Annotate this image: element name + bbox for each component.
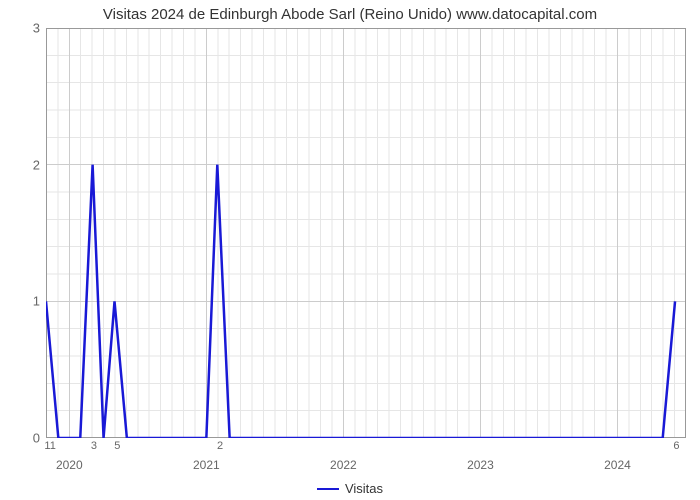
x-minor-label: 3 [91,440,97,452]
x-minor-label: 5 [114,440,120,452]
plot-area [46,28,686,438]
x-minor-label: 2 [217,440,223,452]
legend-label: Visitas [345,481,383,496]
x-year-label: 2024 [604,458,631,472]
x-year-label: 2020 [56,458,83,472]
x-minor-label: 11 [44,440,55,452]
x-year-label: 2023 [467,458,494,472]
legend-swatch [317,488,339,490]
y-tick-label: 3 [10,21,40,36]
chart-container: Visitas 2024 de Edinburgh Abode Sarl (Re… [0,0,700,500]
chart-svg [46,28,686,438]
y-tick-label: 1 [10,294,40,309]
x-year-label: 2022 [330,458,357,472]
legend: Visitas [0,480,700,496]
y-tick-label: 2 [10,157,40,172]
chart-title: Visitas 2024 de Edinburgh Abode Sarl (Re… [0,6,700,23]
y-tick-label: 0 [10,431,40,446]
x-minor-label: 6 [673,440,679,452]
x-year-label: 2021 [193,458,220,472]
